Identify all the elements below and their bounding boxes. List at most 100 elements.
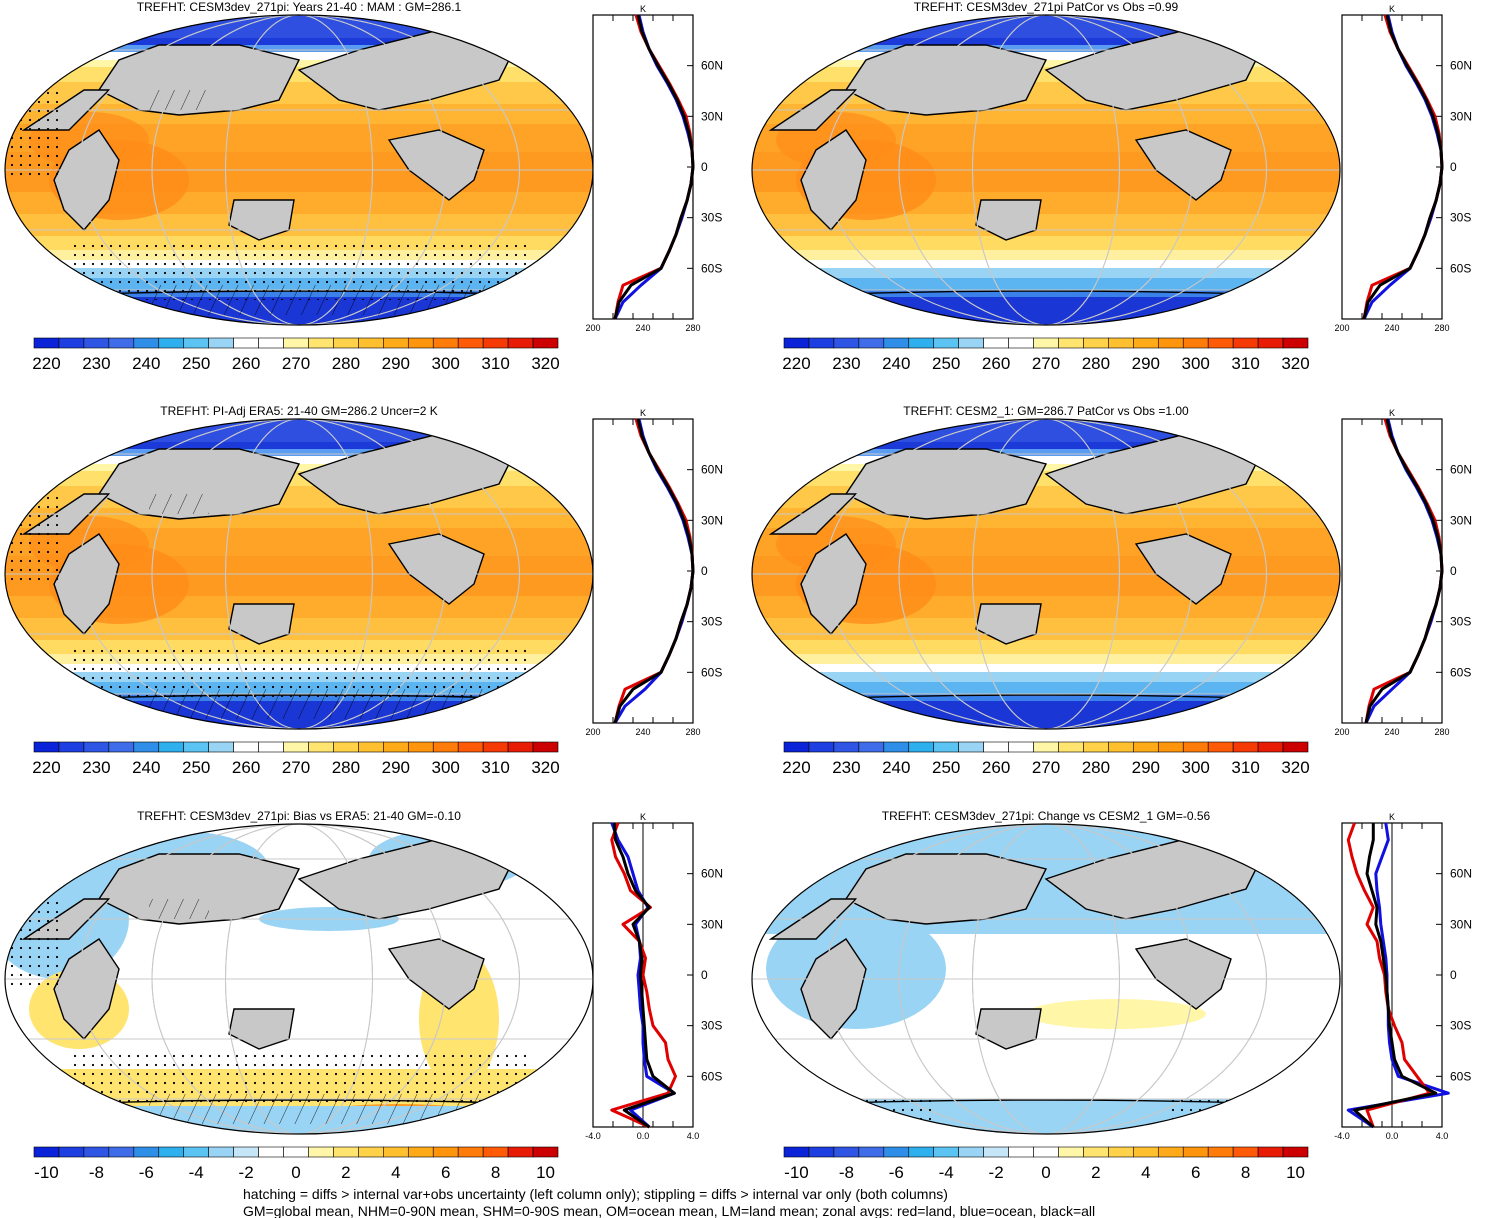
x-tick-label: 240 xyxy=(1384,727,1399,737)
colorbar-swatch xyxy=(983,741,1009,753)
x-tick-label: 0.0 xyxy=(637,1131,650,1141)
temperature-band xyxy=(752,419,1340,442)
colorbar-swatch xyxy=(482,337,509,349)
colorbar-swatch xyxy=(283,337,309,349)
colorbar-label: 260 xyxy=(982,758,1010,777)
zonal-panel-5: K -4.0 0.0 4.0 60N 30N 0 30S 60S xyxy=(585,812,723,1141)
x-tick-label: 280 xyxy=(1434,323,1449,333)
temperature-band xyxy=(752,38,1340,45)
temperature-band xyxy=(5,464,593,471)
colorbar-swatch xyxy=(407,1146,434,1158)
lat-tick-label: 30N xyxy=(701,917,723,931)
lat-tick-label: 30S xyxy=(701,615,722,629)
colorbar-label: -4 xyxy=(939,1163,954,1182)
zonal-frame xyxy=(592,14,694,320)
colorbar-swatch xyxy=(1033,741,1059,753)
lat-tick-label: 30S xyxy=(701,211,722,225)
colorbar-swatch xyxy=(1108,337,1134,349)
colorbar-swatch xyxy=(833,1146,860,1158)
colorbar-swatch xyxy=(1282,337,1309,349)
temperature-band xyxy=(5,52,593,60)
stippling xyxy=(1166,1099,1256,1127)
antarctica xyxy=(752,1106,1340,1134)
zonal-frame xyxy=(592,418,694,724)
temperature-band xyxy=(752,268,1340,278)
hatching xyxy=(149,689,549,719)
land-mass xyxy=(53,129,120,232)
colorbar-swatch xyxy=(808,1146,835,1158)
colorbar-swatch xyxy=(233,1146,259,1158)
zonal-unit-label: K xyxy=(1389,408,1395,418)
colorbar-swatch xyxy=(133,1146,160,1158)
x-tick-label: 240 xyxy=(635,323,650,333)
land-mass xyxy=(387,533,485,605)
map-panel-3 xyxy=(4,418,594,730)
temperature-band xyxy=(5,456,593,464)
colorbar-swatch xyxy=(33,337,60,349)
lat-tick-label: 0 xyxy=(701,160,708,174)
colorbar-swatch xyxy=(208,741,234,753)
zonal-unit-label: K xyxy=(640,812,646,822)
lat-tick-label: 60S xyxy=(1450,665,1471,679)
colorbar-swatch xyxy=(383,337,409,349)
colorbar-swatch xyxy=(358,1146,384,1158)
panel-3-title: TREFHT: PI-Adj ERA5: 21-40 GM=286.2 Unce… xyxy=(160,404,437,418)
colorbar-swatch xyxy=(1133,1146,1159,1158)
graticule-meridian xyxy=(151,15,447,325)
temperature-band xyxy=(5,419,593,442)
graticule-meridian xyxy=(225,15,373,325)
colorbar-label: 8 xyxy=(491,1163,500,1182)
colorbar-swatch xyxy=(58,337,85,349)
colorbar-swatch xyxy=(1058,337,1084,349)
colorbar-swatch xyxy=(507,741,534,753)
colorbar-swatch xyxy=(108,741,135,753)
temperature-band xyxy=(752,640,1340,654)
colorbar-swatch xyxy=(158,337,185,349)
map-panel-4 xyxy=(751,418,1341,730)
x-tick-label: 280 xyxy=(685,323,700,333)
colorbar-label: 240 xyxy=(882,354,910,373)
hatching xyxy=(149,899,209,919)
colorbar-label: -10 xyxy=(34,1163,59,1182)
colorbar-label: 250 xyxy=(932,354,960,373)
temperature-band xyxy=(752,672,1340,682)
colorbar-swatch xyxy=(333,741,359,753)
colorbar-swatch xyxy=(482,1146,509,1158)
colorbar-6: -10 -8 -6 -4 -2 0 2 4 6 8 10 xyxy=(783,1146,1309,1182)
colorbar-swatch xyxy=(407,741,434,753)
lat-tick-label: 60N xyxy=(1450,867,1472,881)
zonal-unit-label: K xyxy=(1389,812,1395,822)
colorbar-swatch xyxy=(1257,337,1284,349)
colorbar-5: -10 -8 -6 -4 -2 0 2 4 6 8 10 xyxy=(33,1146,559,1182)
temperature-band xyxy=(5,38,593,45)
colorbar-swatch xyxy=(133,337,160,349)
zonal-panel-1: K 200 240 280 60N 30N 0 30S 60S xyxy=(585,4,723,333)
zonal-line-red xyxy=(610,822,677,1129)
colorbar-label: 310 xyxy=(481,758,509,777)
temperature-band xyxy=(752,464,1340,471)
colorbar-label: 300 xyxy=(432,354,460,373)
lat-tick-label: 0 xyxy=(701,564,708,578)
lat-tick-label: 60S xyxy=(701,665,722,679)
colorbar-label: -6 xyxy=(139,1163,154,1182)
x-tick-label: 240 xyxy=(1384,323,1399,333)
colorbar-swatch xyxy=(83,1146,110,1158)
lat-tick-label: 30N xyxy=(1450,917,1472,931)
colorbar-swatch xyxy=(908,741,935,753)
colorbar-swatch xyxy=(283,741,309,753)
colorbar-label: 220 xyxy=(32,758,60,777)
colorbar-label: 290 xyxy=(382,758,410,777)
colorbar-label: 240 xyxy=(132,758,160,777)
temperature-band xyxy=(5,15,593,38)
colorbar-swatch xyxy=(1083,337,1109,349)
colorbar-label: 300 xyxy=(432,758,460,777)
colorbar-swatch xyxy=(1257,741,1284,753)
temperature-band xyxy=(752,52,1340,60)
colorbar-label: 2 xyxy=(1091,1163,1100,1182)
x-tick-label: 200 xyxy=(1334,727,1349,737)
colorbar-swatch xyxy=(1207,741,1234,753)
colorbar-swatch xyxy=(883,741,910,753)
colorbar-swatch xyxy=(1257,1146,1284,1158)
colorbar-swatch xyxy=(383,741,409,753)
colorbar-label: 290 xyxy=(382,354,410,373)
